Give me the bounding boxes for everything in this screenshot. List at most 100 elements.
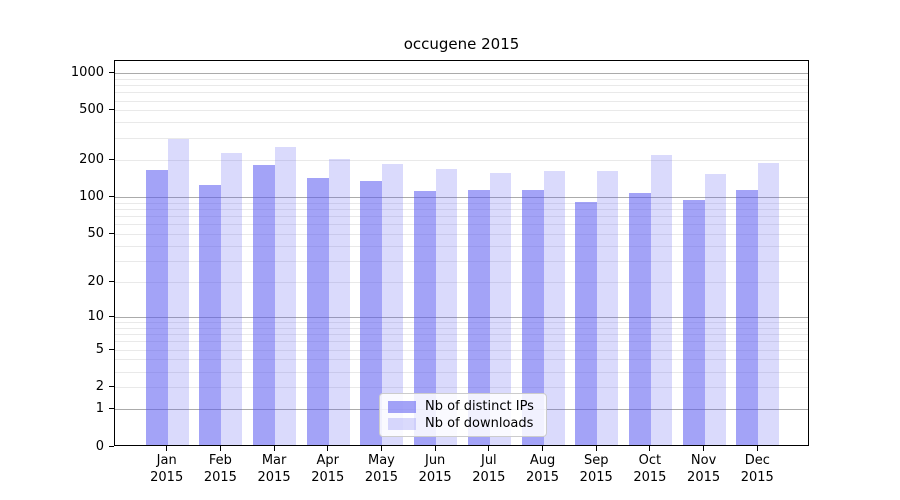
- y-tick-label-20: 20: [87, 273, 104, 289]
- y-tick-label-100: 100: [79, 188, 104, 204]
- y-tick-mark-200: [109, 158, 114, 160]
- minor-gridline-2: [115, 387, 808, 389]
- x-tick-label-feb: Feb 2015: [203, 453, 237, 485]
- x-tick-label-apr: Apr 2015: [311, 453, 345, 485]
- bars-layer: [115, 61, 808, 445]
- minor-gridline-400: [115, 122, 808, 124]
- bar-downloads-oct: [650, 155, 672, 445]
- y-tick-label-50: 50: [87, 225, 104, 241]
- bar-ips-feb: [199, 184, 222, 445]
- x-tick-mark-feb: [219, 446, 221, 451]
- minor-gridline-20: [115, 281, 808, 283]
- bar-ips-jan: [145, 169, 168, 445]
- x-tick-label-nov: Nov 2015: [687, 453, 721, 485]
- minor-gridline-60: [115, 224, 808, 226]
- minor-gridline-700: [115, 92, 808, 94]
- minor-gridline-90: [115, 202, 808, 204]
- y-tick-label-10: 10: [87, 308, 104, 324]
- minor-gridline-5: [115, 349, 808, 351]
- x-tick-mark-jul: [488, 446, 490, 451]
- plot-area: Nb of distinct IPs Nb of downloads: [114, 60, 809, 446]
- x-tick-label-jun: Jun 2015: [418, 453, 452, 485]
- y-tick-label-1: 1: [95, 401, 104, 417]
- minor-gridline-7: [115, 334, 808, 336]
- minor-gridline-200: [115, 159, 808, 161]
- x-tick-mark-dec: [756, 446, 758, 451]
- x-tick-mark-apr: [327, 446, 329, 451]
- bar-ips-jun: [414, 190, 437, 445]
- y-tick-label-0: 0: [95, 438, 104, 454]
- bar-downloads-may: [382, 163, 404, 445]
- y-tick-mark-1000: [109, 71, 114, 73]
- x-tick-label-jul: Jul 2015: [472, 453, 506, 485]
- x-tick-mark-jun: [434, 446, 436, 451]
- major-gridline-100: [115, 196, 808, 198]
- y-tick-label-2: 2: [95, 379, 104, 395]
- x-tick-label-mar: Mar 2015: [257, 453, 291, 485]
- x-tick-mark-may: [380, 446, 382, 451]
- minor-gridline-3: [115, 371, 808, 373]
- x-tick-mark-oct: [649, 446, 651, 451]
- bar-ips-apr: [306, 177, 329, 445]
- minor-gridline-50: [115, 233, 808, 235]
- minor-gridline-40: [115, 245, 808, 247]
- legend-label-distinct-ips: Nb of distinct IPs: [425, 399, 534, 414]
- bar-downloads-nov: [704, 174, 726, 445]
- minor-gridline-6: [115, 341, 808, 343]
- x-tick-label-dec: Dec 2015: [740, 453, 774, 485]
- minor-gridline-70: [115, 216, 808, 218]
- major-gridline-10: [115, 316, 808, 318]
- x-tick-mark-jan: [166, 446, 168, 451]
- y-tick-mark-50: [109, 232, 114, 234]
- bar-ips-aug: [521, 189, 544, 445]
- y-tick-mark-20: [109, 280, 114, 282]
- bar-ips-nov: [682, 199, 705, 445]
- x-tick-label-jan: Jan 2015: [150, 453, 184, 485]
- bar-ips-sep: [575, 201, 598, 445]
- y-tick-mark-1: [109, 408, 114, 410]
- y-tick-mark-10: [109, 315, 114, 317]
- bar-ips-jul: [467, 189, 490, 445]
- bar-downloads-mar: [275, 147, 297, 445]
- bar-ips-dec: [736, 189, 759, 445]
- x-tick-label-aug: Aug 2015: [525, 453, 560, 485]
- bar-downloads-feb: [221, 153, 243, 445]
- minor-gridline-30: [115, 260, 808, 262]
- bar-ips-may: [360, 181, 383, 445]
- legend-item-distinct-ips: Nb of distinct IPs: [388, 399, 538, 414]
- bar-downloads-jul: [489, 172, 511, 445]
- y-tick-label-5: 5: [95, 341, 104, 357]
- major-gridline-1000: [115, 72, 808, 74]
- bar-ips-oct: [628, 193, 651, 445]
- legend-swatch-downloads-icon: [388, 417, 416, 430]
- minor-gridline-800: [115, 85, 808, 87]
- y-tick-mark-5: [109, 348, 114, 350]
- minor-gridline-500: [115, 110, 808, 112]
- x-tick-mark-mar: [273, 446, 275, 451]
- bar-downloads-aug: [543, 171, 565, 445]
- x-tick-mark-nov: [703, 446, 705, 451]
- minor-gridline-8: [115, 327, 808, 329]
- x-tick-label-oct: Oct 2015: [633, 453, 667, 485]
- bar-downloads-dec: [758, 163, 780, 445]
- y-tick-mark-100: [109, 195, 114, 197]
- minor-gridline-80: [115, 208, 808, 210]
- minor-gridline-600: [115, 100, 808, 102]
- chart-title: occugene 2015: [403, 35, 520, 53]
- y-tick-label-1000: 1000: [70, 64, 104, 80]
- legend: Nb of distinct IPs Nb of downloads: [379, 393, 547, 437]
- x-tick-mark-aug: [542, 446, 544, 451]
- y-tick-mark-500: [109, 109, 114, 111]
- legend-item-downloads: Nb of downloads: [388, 416, 538, 431]
- bar-downloads-jan: [167, 138, 189, 445]
- x-tick-label-sep: Sep 2015: [579, 453, 613, 485]
- bar-downloads-sep: [597, 171, 619, 445]
- bar-downloads-jun: [436, 169, 458, 445]
- legend-label-downloads: Nb of downloads: [425, 416, 534, 431]
- minor-gridline-4: [115, 359, 808, 361]
- x-tick-mark-sep: [595, 446, 597, 451]
- x-tick-label-may: May 2015: [364, 453, 398, 485]
- minor-gridline-900: [115, 78, 808, 80]
- bar-downloads-apr: [328, 158, 350, 445]
